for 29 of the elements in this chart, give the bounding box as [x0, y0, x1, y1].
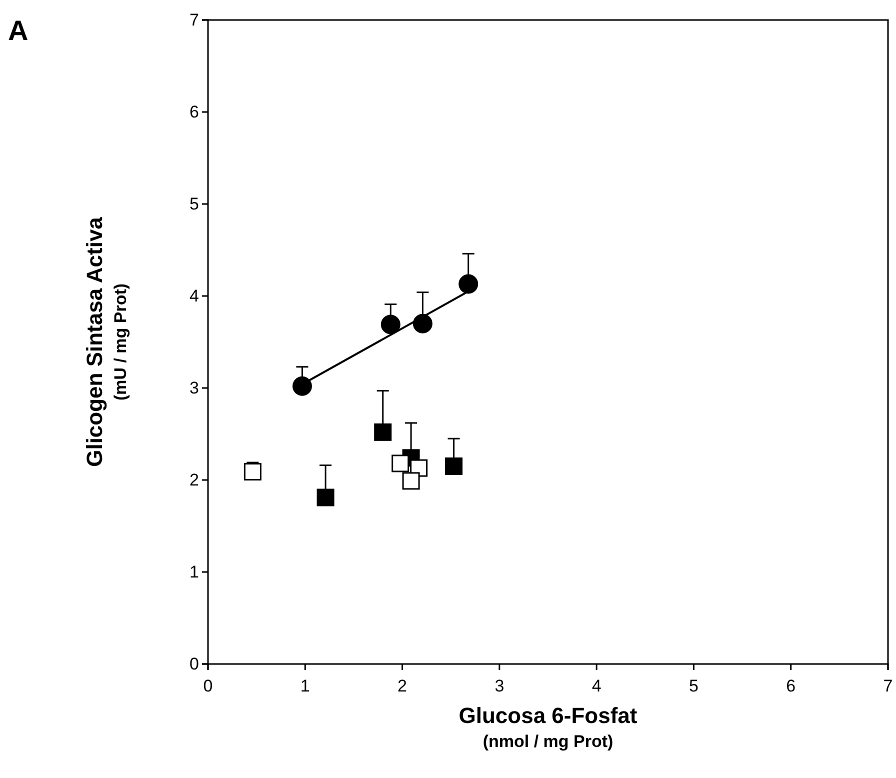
y-tick-label: 6: [190, 102, 199, 122]
point: [316, 488, 334, 506]
point: [402, 472, 420, 490]
x-tick-label: 3: [494, 676, 504, 696]
x-tick-label: 6: [786, 676, 796, 696]
x-tick-label: 5: [688, 676, 698, 696]
y-tick-label: 5: [190, 194, 199, 214]
chart-title: A: [8, 15, 28, 46]
y-axis-title: Glicogen Sintasa Activa (mU / mg Prot): [82, 216, 130, 467]
x-tick-label: 7: [883, 676, 893, 696]
point: [412, 314, 432, 334]
y-tick-label: 3: [190, 378, 199, 398]
point: [244, 462, 262, 480]
y-tick-label: 7: [190, 10, 199, 30]
point: [392, 454, 410, 472]
point: [292, 376, 312, 396]
x-tick-label: 0: [203, 676, 213, 696]
y-tick-label: 2: [190, 470, 199, 490]
point: [380, 314, 400, 334]
y-tick-label: 4: [190, 286, 199, 306]
x-tick-label: 4: [592, 676, 602, 696]
y-tick-label: 0: [190, 654, 199, 674]
x-tick-label: 1: [300, 676, 310, 696]
point: [458, 274, 478, 294]
point: [445, 457, 463, 475]
x-axis-title: Glucosa 6-Fosfat (nmol / mg Prot): [458, 703, 638, 751]
x-tick-label: 2: [398, 676, 408, 696]
point: [374, 423, 392, 441]
y-tick-label: 1: [190, 562, 199, 582]
